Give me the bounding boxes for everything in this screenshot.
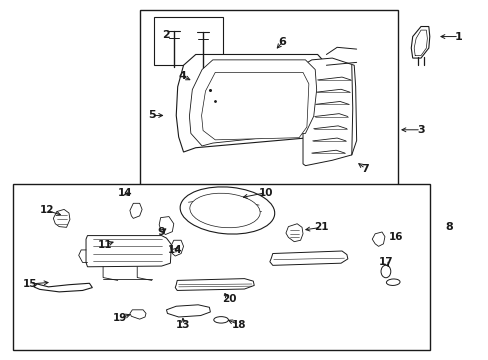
Polygon shape bbox=[130, 310, 146, 319]
Text: 21: 21 bbox=[314, 222, 328, 232]
Polygon shape bbox=[34, 283, 92, 292]
Polygon shape bbox=[175, 279, 254, 291]
Polygon shape bbox=[176, 54, 328, 152]
Polygon shape bbox=[86, 235, 171, 267]
Text: 6: 6 bbox=[278, 37, 286, 47]
Polygon shape bbox=[371, 232, 384, 246]
Ellipse shape bbox=[213, 317, 228, 323]
Polygon shape bbox=[159, 217, 173, 234]
Ellipse shape bbox=[189, 193, 260, 228]
Text: 8: 8 bbox=[445, 222, 452, 231]
Text: 12: 12 bbox=[40, 206, 54, 216]
Ellipse shape bbox=[386, 279, 399, 285]
Text: 19: 19 bbox=[113, 313, 127, 323]
Text: 4: 4 bbox=[178, 71, 185, 81]
Text: 18: 18 bbox=[231, 320, 245, 329]
Bar bbox=[154, 17, 222, 65]
Text: 5: 5 bbox=[148, 111, 155, 121]
Text: 14: 14 bbox=[167, 245, 182, 255]
Polygon shape bbox=[410, 27, 429, 58]
Text: 10: 10 bbox=[259, 188, 273, 198]
Text: 13: 13 bbox=[176, 320, 190, 330]
Polygon shape bbox=[303, 58, 356, 166]
Polygon shape bbox=[130, 203, 142, 219]
Text: 7: 7 bbox=[361, 163, 368, 174]
Text: 11: 11 bbox=[98, 239, 113, 249]
Polygon shape bbox=[201, 72, 308, 140]
Polygon shape bbox=[285, 224, 303, 242]
Polygon shape bbox=[170, 240, 183, 256]
Text: 1: 1 bbox=[454, 32, 462, 41]
Ellipse shape bbox=[180, 187, 274, 234]
Ellipse shape bbox=[380, 265, 390, 278]
Text: 16: 16 bbox=[387, 232, 402, 242]
Polygon shape bbox=[166, 305, 210, 317]
Bar bbox=[140, 10, 397, 185]
Text: 9: 9 bbox=[157, 227, 165, 237]
Text: 3: 3 bbox=[416, 125, 424, 135]
Text: 2: 2 bbox=[162, 30, 169, 40]
Bar bbox=[13, 184, 429, 350]
Text: 20: 20 bbox=[221, 294, 236, 304]
Text: 14: 14 bbox=[118, 188, 132, 198]
Polygon shape bbox=[269, 251, 347, 265]
Polygon shape bbox=[53, 210, 70, 227]
Text: 15: 15 bbox=[22, 279, 37, 289]
Polygon shape bbox=[189, 60, 316, 146]
Text: 17: 17 bbox=[378, 257, 392, 267]
